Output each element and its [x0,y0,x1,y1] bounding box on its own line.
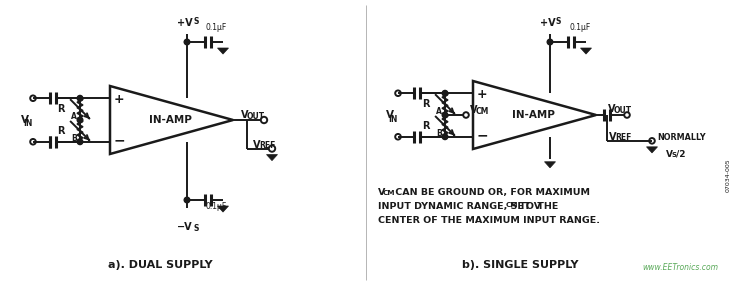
Circle shape [77,139,83,145]
Circle shape [442,134,448,139]
Polygon shape [646,147,657,153]
Text: B: B [436,129,441,138]
Text: CM: CM [476,107,490,116]
Text: IN-AMP: IN-AMP [149,115,192,125]
Text: B: B [71,134,77,143]
Text: +V: +V [177,18,193,28]
Text: REF: REF [259,141,275,150]
Text: INPUT DYNAMIC RANGE, SET V: INPUT DYNAMIC RANGE, SET V [378,202,541,211]
Text: b). SINGLE SUPPLY: b). SINGLE SUPPLY [462,260,578,270]
Text: V: V [608,104,616,114]
Text: www.EETronics.com: www.EETronics.com [642,263,718,272]
Polygon shape [266,155,277,161]
Text: 0.1μF: 0.1μF [206,202,227,211]
Polygon shape [217,48,228,54]
Text: IN: IN [389,115,398,123]
Text: 07034-005: 07034-005 [725,158,731,192]
Text: 0.1μF: 0.1μF [569,23,590,32]
Text: CM: CM [383,190,395,196]
Text: R: R [58,104,65,114]
Text: −: − [477,129,488,143]
Text: V: V [470,105,477,115]
Text: IN-AMP: IN-AMP [512,110,554,120]
Text: S: S [672,152,677,158]
Polygon shape [545,162,556,168]
Polygon shape [110,86,233,154]
Text: V: V [666,150,673,159]
Text: S: S [193,224,198,233]
Polygon shape [473,81,596,149]
Text: 0.1μF: 0.1μF [206,23,227,32]
Text: REF: REF [615,133,632,142]
Text: +V: +V [540,18,556,28]
Text: R: R [422,99,430,109]
Text: V: V [386,110,394,120]
Text: CM: CM [506,202,518,208]
Text: /2: /2 [676,150,685,159]
Text: V: V [609,132,616,142]
Circle shape [184,39,190,45]
Text: +: + [113,93,124,106]
Text: V: V [378,188,385,197]
Text: OUT: OUT [614,106,632,115]
Text: IN: IN [23,119,33,129]
Text: TO THE: TO THE [516,202,559,211]
Text: CAN BE GROUND OR, FOR MAXIMUM: CAN BE GROUND OR, FOR MAXIMUM [392,188,590,197]
Circle shape [442,112,448,118]
Text: S: S [556,17,561,26]
Text: OUT: OUT [247,112,265,121]
Text: −: − [113,134,125,148]
Text: a). DUAL SUPPLY: a). DUAL SUPPLY [108,260,212,270]
Text: A: A [71,112,77,121]
Circle shape [442,90,448,96]
Circle shape [184,197,190,203]
Text: R: R [58,126,65,136]
Text: CENTER OF THE MAXIMUM INPUT RANGE.: CENTER OF THE MAXIMUM INPUT RANGE. [378,216,600,225]
Circle shape [548,39,553,45]
Text: A: A [436,107,442,116]
Text: V: V [21,115,29,125]
Text: R: R [422,121,430,131]
Text: V: V [253,139,261,150]
Text: NORMALLY: NORMALLY [657,133,706,142]
Circle shape [77,96,83,101]
Text: S: S [193,17,198,26]
Text: V: V [241,110,248,120]
Text: +: + [477,88,488,101]
Polygon shape [217,206,228,212]
Text: −V: −V [177,222,193,232]
Polygon shape [580,48,591,54]
Circle shape [77,117,83,123]
